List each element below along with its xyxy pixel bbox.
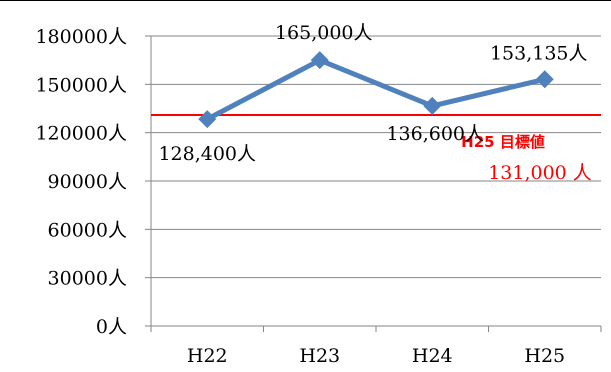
y-tick-label: 0人 [96,316,127,338]
x-tick-label: H23 [299,345,340,367]
data-label: 136,600人 [386,123,484,145]
x-tick-label: H25 [524,345,565,367]
x-tick-label: H24 [412,345,453,367]
target-caption: H25 目標値 [461,133,545,151]
y-tick-label: 150000人 [35,74,127,96]
data-point-marker [310,51,329,70]
x-axis-tick-labels: H22 H23 H24 H25 [187,345,565,367]
data-point-marker [423,96,442,115]
y-tick-label: 180000人 [35,26,127,48]
target-line-group: H25 目標値 131,000 人 [151,113,601,184]
y-axis-tick-labels: 0人 30000人 60000人 90000人 120000人 150000人 180000… [35,26,127,338]
series-layer [198,51,554,129]
target-value-label: 131,000 人 [488,162,592,184]
axes [145,35,602,332]
data-label: 165,000人 [275,22,373,44]
y-tick-label: 60000人 [48,219,127,241]
data-point-marker [198,110,217,129]
x-tick-label: H22 [187,345,228,367]
data-label: 153,135人 [490,42,588,64]
data-label: 128,400人 [158,143,256,165]
series-line [204,57,548,122]
data-point-marker [535,70,554,89]
y-tick-label: 30000人 [48,268,127,290]
data-labels: 128,400人 165,000人 136,600人 153,135人 [158,22,587,165]
y-tick-label: 90000人 [48,171,127,193]
y-tick-label: 120000人 [35,123,127,145]
